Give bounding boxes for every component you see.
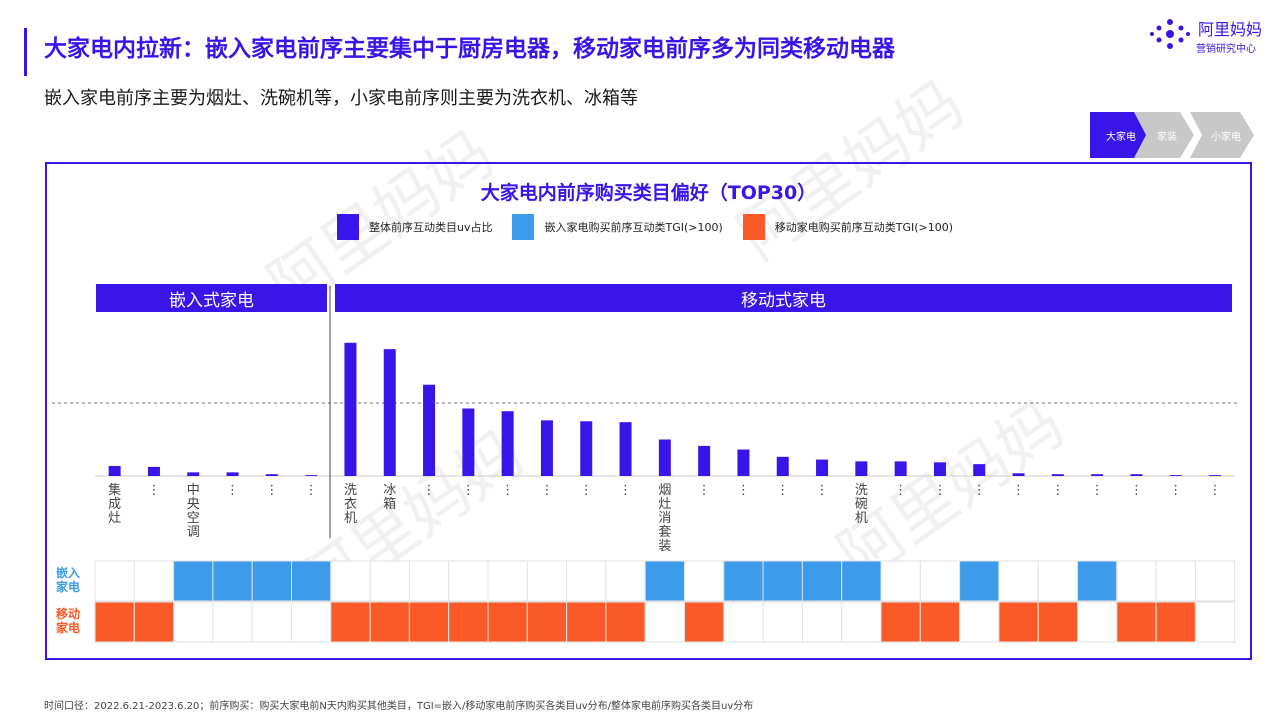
brand-logo: 阿里妈妈 营销研究中心 (1150, 12, 1270, 62)
logo-subtitle: 营销研究中心 (1196, 44, 1256, 55)
page-subtitle: 嵌入家电前序主要为烟灶、洗碗机等，小家电前序则主要为洗衣机、冰箱等 (44, 88, 638, 109)
breadcrumb: 大家电 家装 小家电 (1090, 112, 1256, 158)
legend-swatch-embedded (512, 214, 535, 240)
chart-legend: 整体前序互动类目uv占比 嵌入家电购买前序互动类TGI(>100) 移动家电购买… (337, 214, 973, 240)
group-header-embedded: 嵌入式家电 (96, 284, 327, 312)
footnote: 时间口径：2022.6.21-2023.6.20；前序购买：购买大家电前N天内购… (44, 701, 754, 712)
page-title: 大家电内拉新：嵌入家电前序主要集中于厨房电器，移动家电前序多为同类移动电器 (44, 36, 895, 62)
legend-item: 嵌入家电购买前序互动类TGI(>100) (512, 214, 723, 240)
legend-item: 整体前序互动类目uv占比 (337, 214, 492, 240)
legend-label: 移动家电购买前序互动类TGI(>100) (774, 221, 954, 234)
chart-title: 大家电内前序购买类目偏好（TOP30） (480, 182, 817, 204)
chart-panel: 大家电内前序购买类目偏好（TOP30） 整体前序互动类目uv占比 嵌入家电购买前… (45, 162, 1252, 660)
logo-name: 阿里妈妈 (1198, 20, 1263, 39)
breadcrumb-item-small-appliance[interactable]: 小家电 (1190, 112, 1254, 158)
group-header-mobile: 移动式家电 (335, 284, 1232, 312)
legend-label: 整体前序互动类目uv占比 (369, 221, 493, 234)
legend-item: 移动家电购买前序互动类TGI(>100) (742, 214, 954, 240)
legend-swatch-overall (337, 214, 359, 240)
legend-label: 嵌入家电购买前序互动类TGI(>100) (544, 221, 723, 234)
legend-swatch-mobile (742, 214, 765, 240)
title-accent-bar (24, 28, 27, 76)
logo-dots-icon (1150, 19, 1190, 49)
